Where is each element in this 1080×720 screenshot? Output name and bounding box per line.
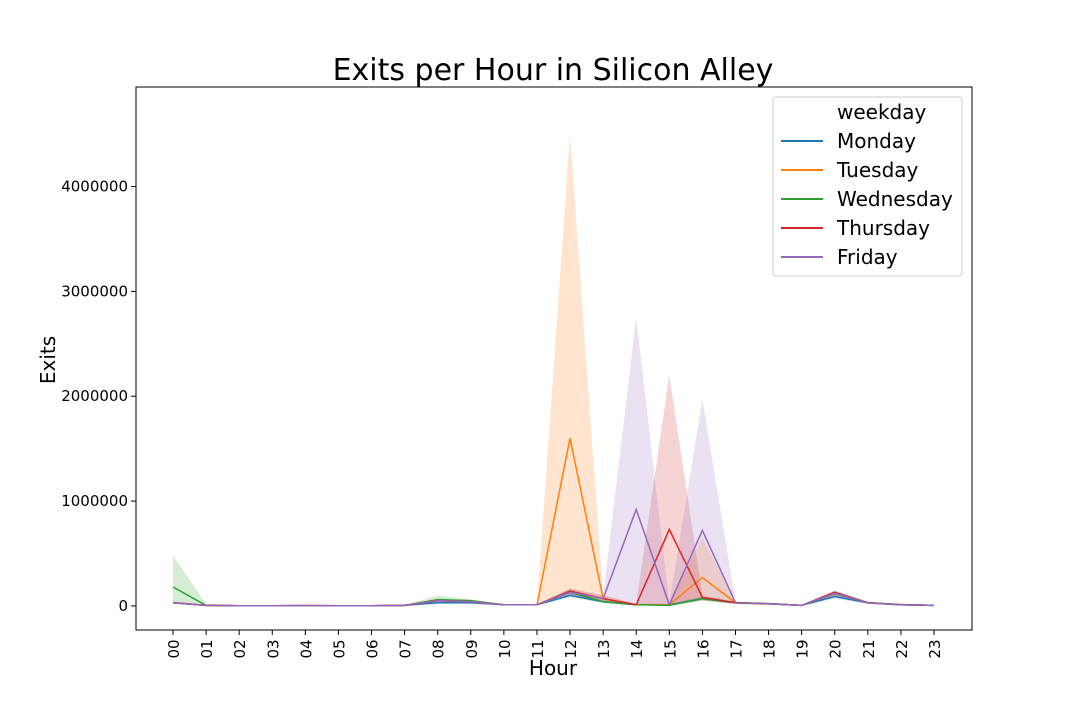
x-axis-ticks: 00 01 02 03 04 05 06 07 08 09 10 11 12 13 14 15 16 17 18 19…	[165, 630, 944, 659]
x-tick-label: 17	[727, 639, 745, 658]
x-tick-label: 07	[397, 639, 415, 658]
x-tick-label: 05	[330, 639, 348, 658]
x-tick-label: 16	[694, 639, 712, 658]
x-tick-label: 22	[893, 639, 911, 658]
legend-items: Monday Tuesday Wednesday Thursday Friday	[781, 129, 953, 269]
y-axis-ticks: 0 1000000 2000000 3000000 4000000	[61, 178, 136, 615]
x-tick-label: 06	[364, 639, 382, 658]
x-tick-label: 03	[264, 639, 282, 658]
ci-band-tuesday	[173, 134, 934, 606]
legend-label-wednesday: Wednesday	[837, 187, 953, 211]
series-line-friday	[172, 507, 935, 607]
x-axis-label: Hour	[529, 656, 578, 680]
x-tick-label: 21	[860, 639, 878, 658]
plot-frame	[135, 86, 973, 631]
x-tick-label: 00	[165, 639, 183, 658]
legend-label-thursday: Thursday	[836, 216, 930, 240]
y-tick-label: 3000000	[61, 282, 128, 300]
x-tick-label: 04	[297, 639, 315, 658]
y-tick-label: 1000000	[61, 492, 128, 510]
x-tick-label: 14	[628, 639, 646, 658]
x-tick-label: 15	[661, 639, 679, 658]
legend-label-friday: Friday	[837, 245, 898, 269]
legend-title: weekday	[837, 100, 927, 124]
x-tick-label: 18	[761, 639, 779, 658]
x-tick-label: 10	[496, 639, 514, 658]
legend-label-monday: Monday	[837, 129, 916, 153]
y-tick-label: 0	[118, 597, 128, 615]
x-tick-label: 19	[794, 639, 812, 658]
legend: weekday Monday Tuesday Wednesday Thursday Fr…	[772, 96, 963, 277]
x-tick-label: 02	[231, 639, 249, 658]
series-lines	[172, 438, 935, 607]
chart-title: Exits per Hour in Silicon Alley	[333, 53, 774, 88]
x-tick-label: 01	[198, 639, 216, 658]
legend-label-tuesday: Tuesday	[836, 158, 919, 182]
x-tick-label: 11	[529, 639, 547, 658]
x-tick-label: 09	[463, 639, 481, 658]
x-tick-label: 23	[926, 639, 944, 658]
y-tick-label: 2000000	[61, 387, 128, 405]
x-tick-label: 20	[827, 639, 845, 658]
x-tick-label: 12	[562, 639, 580, 658]
x-tick-label: 08	[430, 639, 448, 658]
y-tick-label: 4000000	[61, 178, 128, 196]
x-tick-label: 13	[595, 639, 613, 658]
y-axis-label: Exits	[36, 336, 60, 384]
